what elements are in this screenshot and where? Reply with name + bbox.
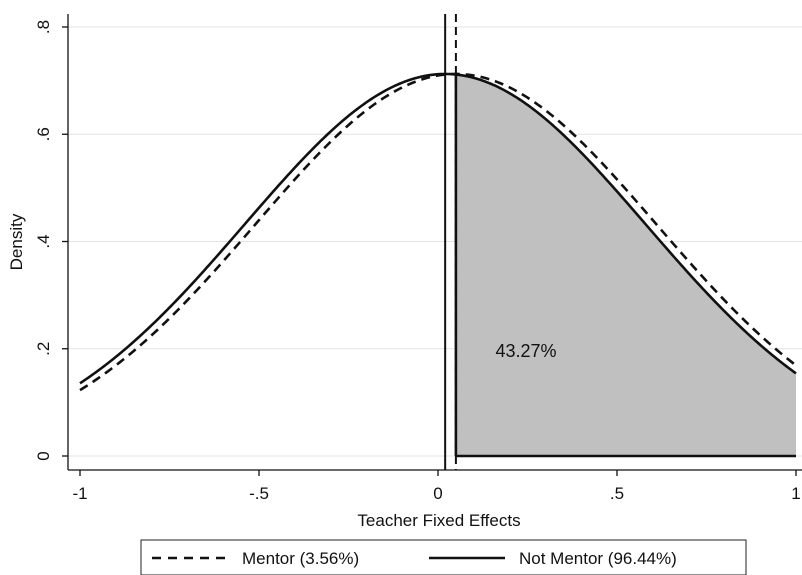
- x-tick-label: -1: [72, 484, 87, 503]
- shaded-area-annotation: 43.27%: [495, 341, 556, 361]
- shaded-region-layer: [454, 74, 796, 458]
- legend-label-mentor: Mentor (3.56%): [242, 549, 359, 568]
- x-tick-label: 0: [433, 484, 442, 503]
- y-tick-label: .8: [34, 20, 53, 34]
- legend-label-not-mentor: Not Mentor (96.44%): [519, 549, 677, 568]
- x-tick-label: .5: [610, 484, 624, 503]
- y-tick-label: .2: [34, 342, 53, 356]
- y-tick-label: .6: [34, 127, 53, 141]
- y-axis-title: Density: [7, 213, 26, 270]
- x-tick-label: 1: [791, 484, 800, 503]
- x-tick-label: -.5: [249, 484, 269, 503]
- axes: 0 .2 .4 .6 .8 -1 -.5 0 .5 1: [34, 14, 802, 503]
- legend: Mentor (3.56%) Not Mentor (96.44%): [140, 539, 747, 575]
- y-tick-label: 0: [34, 451, 53, 460]
- series-line-not-mentor: [79, 72, 797, 385]
- curves-layer: [79, 14, 797, 470]
- shaded-area: [455, 74, 796, 457]
- y-tick-label: .4: [34, 234, 53, 248]
- x-axis-title: Teacher Fixed Effects: [357, 511, 520, 530]
